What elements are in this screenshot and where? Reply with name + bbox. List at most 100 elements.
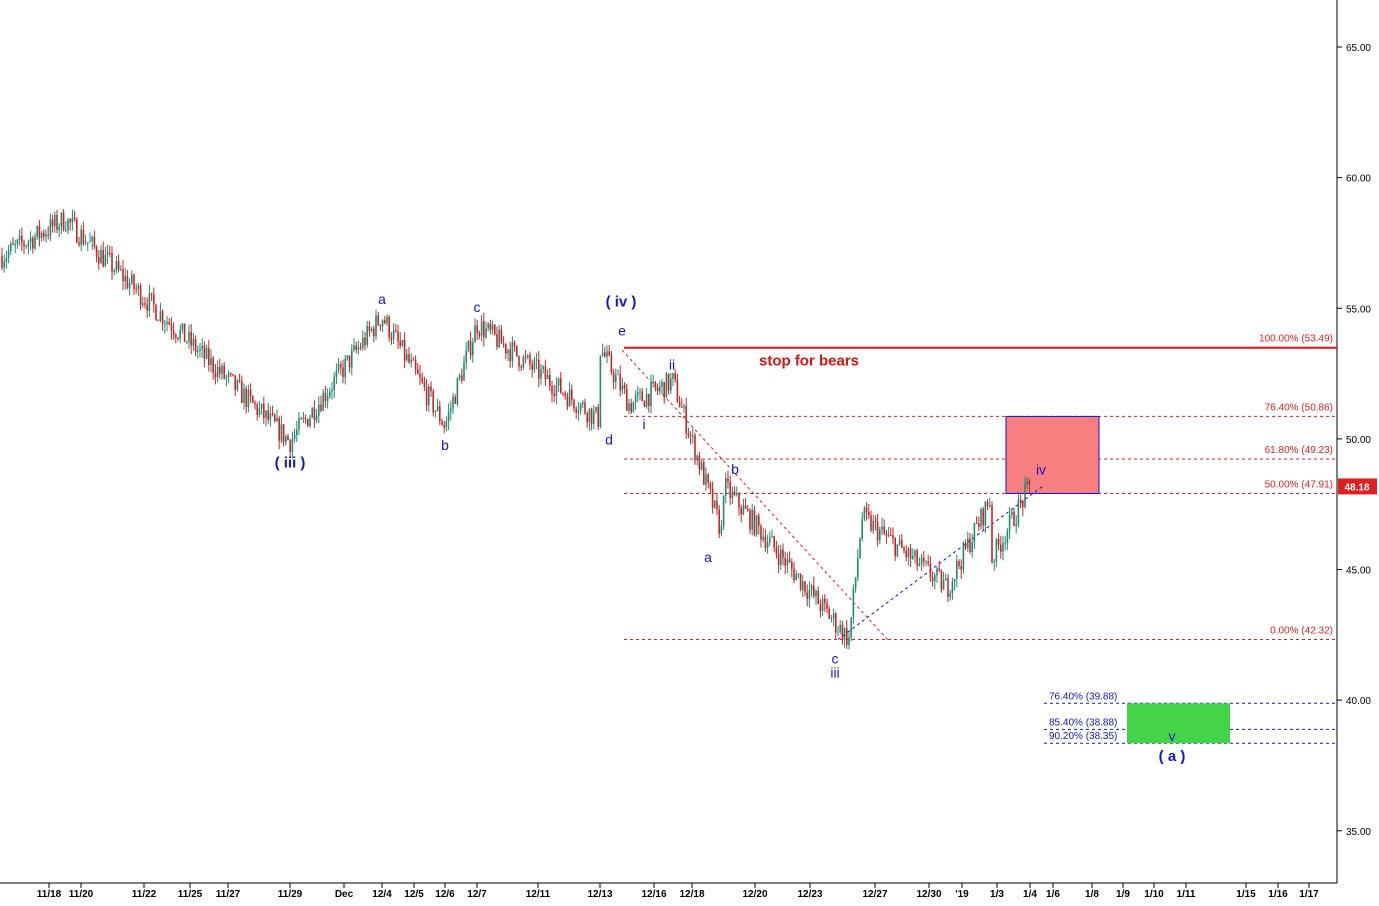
candle-body: [538, 359, 540, 379]
candle-body: [553, 393, 555, 397]
candle-body: [274, 414, 276, 422]
candle-body: [676, 379, 679, 402]
candle-body: [293, 434, 296, 439]
y-tick-label: 55.00: [1346, 304, 1371, 315]
candle-body: [608, 351, 610, 356]
candle-body: [929, 563, 932, 578]
candle-body: [406, 354, 408, 360]
candle-body: [148, 292, 151, 311]
candle-body: [175, 334, 177, 338]
candle-body: [467, 340, 470, 351]
candle-body: [909, 548, 912, 559]
candle-body: [331, 390, 333, 392]
candle-body: [630, 403, 632, 413]
candle-body: [311, 407, 313, 418]
candle-body: [518, 356, 520, 367]
candle-body: [483, 321, 485, 338]
x-tick-label: Dec: [335, 889, 354, 900]
candle-body: [821, 598, 824, 611]
candle-body: [861, 518, 863, 539]
candle-body: [571, 389, 573, 400]
candle-body: [298, 418, 300, 430]
candle-body: [230, 373, 232, 375]
candle-body: [47, 234, 49, 236]
candle-body: [131, 274, 133, 284]
candle-body: [584, 402, 586, 414]
candle-body: [122, 269, 124, 282]
x-tick-label: 1/16: [1268, 889, 1288, 900]
candle-body: [626, 388, 628, 411]
candle-body: [322, 392, 324, 411]
candle-body: [1015, 524, 1017, 526]
candle-body: [183, 323, 186, 342]
fib-projection-label: 76.40% (39.88): [1049, 691, 1117, 702]
candle-body: [241, 381, 243, 403]
candle-body: [588, 408, 591, 423]
y-tick-label: 50.00: [1346, 435, 1371, 446]
candle-body: [428, 386, 430, 406]
candle-body: [461, 375, 463, 381]
x-tick-label: 1/8: [1085, 889, 1099, 900]
candle-body: [315, 415, 318, 420]
candle-body: [403, 339, 406, 360]
candle-body: [399, 341, 401, 346]
candle-body: [846, 628, 848, 646]
candle-body: [850, 617, 852, 638]
x-tick-label: 1/4: [1023, 889, 1037, 900]
candle-body: [43, 232, 45, 237]
candle-body: [681, 406, 683, 408]
candle-body: [65, 230, 67, 232]
candle-body: [942, 580, 945, 590]
candle-body: [115, 261, 118, 271]
candle-body: [782, 549, 784, 558]
candle-body: [665, 373, 668, 398]
candle-body: [190, 331, 192, 346]
candle-body: [249, 389, 252, 397]
candle-body: [219, 366, 221, 374]
candle-body: [379, 324, 382, 327]
candle-body: [670, 378, 672, 391]
candle-body: [29, 238, 32, 243]
candle-body: [634, 395, 637, 403]
candle-body: [454, 396, 456, 404]
candle-body: [892, 535, 894, 539]
candle-body: [69, 219, 71, 223]
x-tick-label: 1/10: [1144, 889, 1164, 900]
candle-body: [969, 538, 971, 553]
candle-body: [324, 392, 327, 401]
candle-body: [80, 229, 82, 245]
candle-body: [258, 408, 261, 415]
candle-body: [857, 558, 859, 578]
candle-body: [795, 574, 797, 581]
candle-body: [370, 328, 373, 331]
candle-body: [164, 323, 166, 325]
candle-body: [223, 365, 225, 379]
candle-body: [27, 242, 30, 246]
wave-label: e: [618, 323, 626, 339]
candle-body: [705, 474, 707, 485]
candle-body: [194, 339, 197, 352]
candle-body: [524, 356, 527, 358]
candle-body: [291, 438, 294, 452]
candle-body: [769, 537, 771, 543]
x-tick-label: 11/29: [278, 889, 303, 900]
candle-body: [808, 590, 811, 599]
candle-body: [709, 482, 712, 489]
candle-body: [722, 495, 725, 526]
candle-body: [146, 304, 148, 311]
y-tick-label: 45.00: [1346, 566, 1371, 577]
candle-body: [1000, 544, 1002, 552]
wave-label: a: [378, 291, 386, 307]
candle-body: [465, 350, 467, 363]
candle-body: [542, 366, 544, 370]
candle-body: [533, 360, 536, 370]
candle-body: [54, 215, 56, 227]
candle-body: [771, 536, 773, 538]
candle-body: [780, 549, 782, 565]
candle-body: [920, 557, 923, 564]
candle-body: [854, 577, 857, 589]
candle-body: [502, 343, 505, 345]
candle-body: [573, 399, 575, 409]
